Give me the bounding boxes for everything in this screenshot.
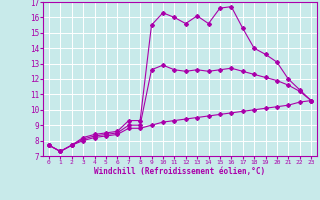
X-axis label: Windchill (Refroidissement éolien,°C): Windchill (Refroidissement éolien,°C) [94,167,266,176]
